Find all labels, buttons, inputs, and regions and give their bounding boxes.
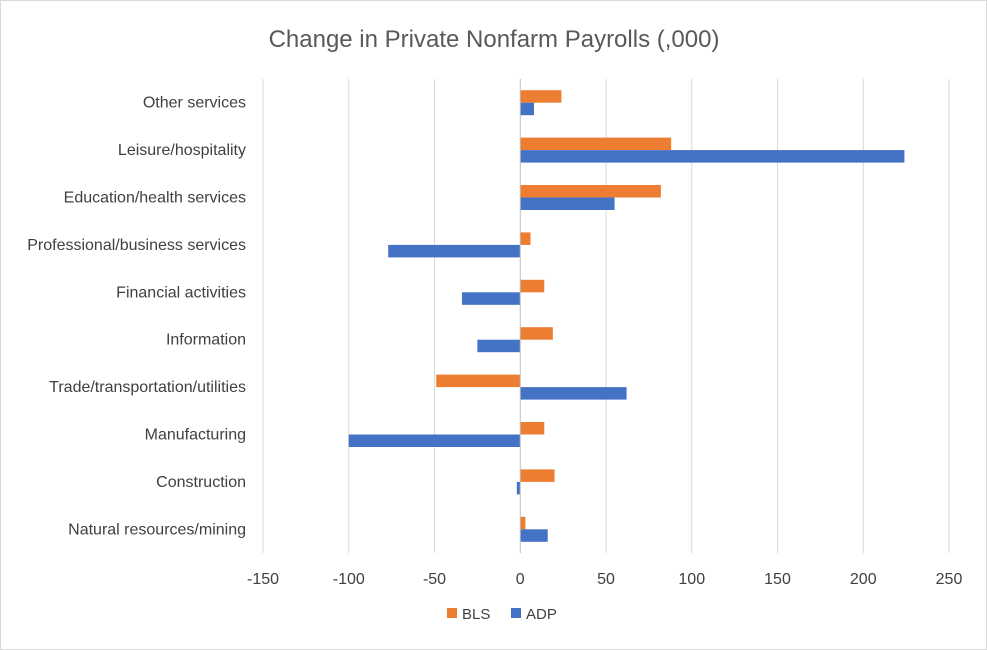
bar-bls [520,422,545,435]
x-tick-label: 100 [678,571,705,588]
category-label: Manufacturing [145,427,246,444]
bar-bls [520,279,545,293]
x-tick-label: -100 [333,571,365,588]
bar-adp [520,102,534,116]
bar-adp [520,150,905,163]
bar-adp [516,481,521,495]
legend-label-bls: BLS [462,606,490,623]
bar-bls [520,137,672,151]
legend: BLS ADP [447,606,557,623]
category-label: Financial activities [116,284,246,301]
bar-adp [348,434,521,447]
bar-bls [436,374,521,388]
bar-bls [520,469,555,482]
bar-adp [520,197,615,210]
category-label: Education/health services [64,190,246,207]
chart-title: Change in Private Nonfarm Payrolls (,000… [269,26,720,53]
bar-adp [520,387,627,400]
bar-bls [520,232,531,245]
category-label: Information [166,332,246,349]
legend-swatch-adp [511,608,521,618]
bar-adp [388,244,521,258]
category-label: Leisure/hospitality [118,142,246,159]
x-tick-label: -50 [423,571,446,588]
bar-bls [520,516,526,530]
x-tick-labels: -150 -100 -50 0 50 100 150 200 250 [247,571,962,588]
bar-adp [461,292,521,305]
x-tick-label: 0 [516,571,525,588]
bar-bls [520,327,553,340]
x-tick-label: -150 [247,571,279,588]
x-tick-label: 150 [764,571,791,588]
category-label: Other services [143,95,246,112]
x-tick-label: 250 [936,571,963,588]
bar-adp [520,529,548,542]
category-label: Construction [156,474,246,491]
x-tick-label: 200 [850,571,877,588]
category-label: Natural resources/mining [68,521,246,538]
bar-bls [520,185,661,198]
x-tick-label: 50 [597,571,615,588]
legend-swatch-bls [447,608,457,618]
category-label: Professional/business services [27,237,246,254]
category-label: Trade/transportation/utilities [49,379,246,396]
category-labels: Other services Leisure/hospitality Educati… [27,95,246,539]
bar-bls [520,90,562,103]
bars [348,90,905,542]
legend-label-adp: ADP [526,606,557,623]
bar-adp [477,339,521,353]
